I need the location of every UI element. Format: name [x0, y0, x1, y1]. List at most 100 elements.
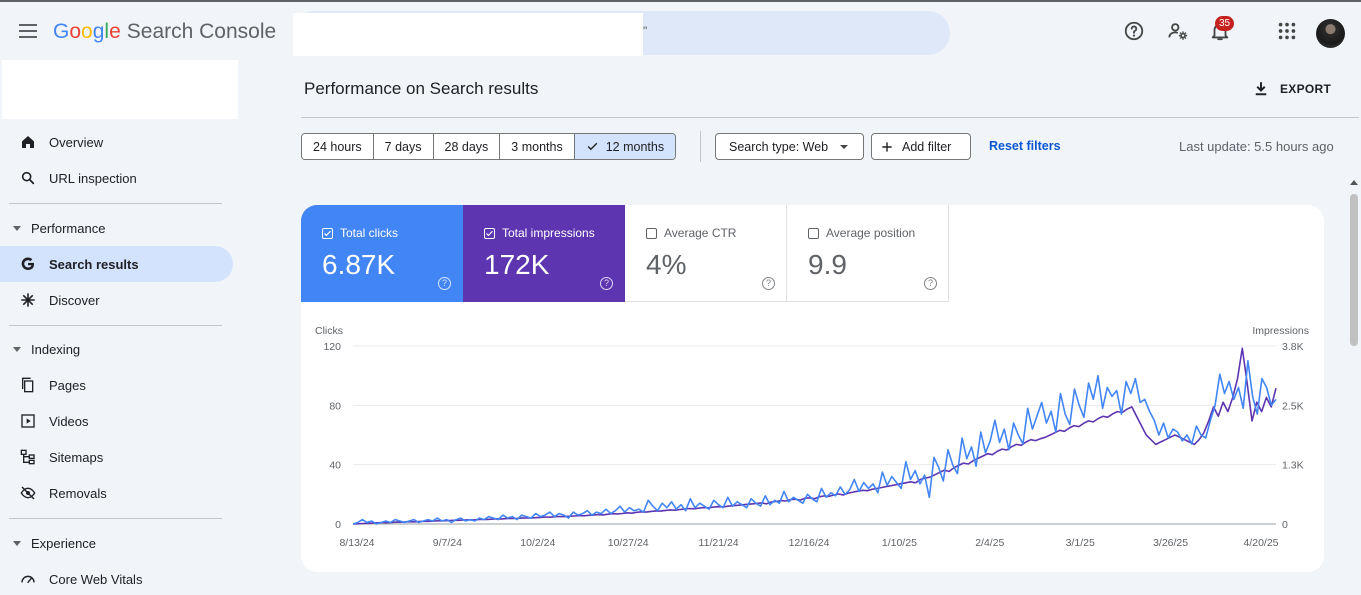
sidebar-item-label: Pages: [49, 377, 86, 393]
asterisk-icon: [19, 291, 37, 309]
range-3-months[interactable]: 3 months: [500, 134, 575, 159]
help-icon[interactable]: ?: [762, 277, 775, 290]
x-axis-tick-label: 10/27/24: [608, 537, 649, 549]
x-axis-tick-label: 9/7/24: [433, 537, 462, 549]
sitemap-icon: [19, 448, 37, 466]
left-axis-ticks: 120 80 40 0: [323, 341, 341, 531]
speed-icon: [19, 570, 37, 588]
sidebar-item-url-inspection[interactable]: URL inspection: [0, 160, 233, 196]
scrollbar-thumb[interactable]: [1350, 194, 1358, 346]
range-28-days[interactable]: 28 days: [433, 134, 501, 159]
sidebar-item-label: Discover: [49, 292, 100, 308]
main-menu-icon[interactable]: [16, 20, 40, 44]
download-icon: [1255, 82, 1267, 96]
left-axis-tick-label: 40: [329, 460, 341, 472]
metric-value: 6.87K: [322, 249, 396, 280]
checkbox-checked-icon[interactable]: [484, 227, 495, 239]
sidebar-divider: [9, 325, 222, 326]
export-button[interactable]: EXPORT: [1252, 76, 1331, 102]
x-axis-tick-label: 4/20/25: [1243, 537, 1278, 549]
x-axis-tick-label: 8/13/24: [339, 537, 374, 549]
x-axis-tick-label: 2/4/25: [975, 537, 1004, 549]
range-label: 12 months: [605, 139, 665, 154]
sidebar-item-label: Core Web Vitals: [49, 571, 143, 587]
metric-total-clicks[interactable]: Total clicks 6.87K ?: [301, 205, 463, 302]
metric-label: Total clicks: [340, 226, 399, 240]
sidebar-item-videos[interactable]: Videos: [0, 403, 233, 439]
checkbox-unchecked-icon[interactable]: [646, 227, 657, 239]
help-icon[interactable]: ?: [924, 277, 937, 290]
sidebar-item-removals[interactable]: Removals: [0, 475, 233, 511]
right-axis-tick-label: 0: [1282, 519, 1288, 531]
sidebar-item-search-results[interactable]: Search results: [0, 246, 233, 282]
scroll-up-arrow-icon[interactable]: [1350, 180, 1358, 185]
series-line-clicks[interactable]: [352, 359, 1277, 525]
x-axis-tick-label: 3/1/25: [1066, 537, 1095, 549]
x-axis-tick-label: 3/26/25: [1153, 537, 1188, 549]
metric-label: Total impressions: [502, 226, 595, 240]
metric-average-position[interactable]: Average position 9.9 ?: [787, 205, 949, 302]
search-type-dropdown[interactable]: Search type: Web: [715, 133, 864, 160]
metric-total-impressions[interactable]: Total impressions 172K ?: [463, 205, 625, 302]
metric-label: Average CTR: [664, 226, 737, 240]
date-range-selector: 24 hours 7 days 28 days 3 months 12 mont…: [301, 133, 677, 160]
caret-down-icon: [13, 540, 21, 546]
home-icon: [19, 133, 37, 151]
video-icon: [19, 412, 37, 430]
eye-off-icon: [19, 484, 37, 502]
add-filter-button[interactable]: Add filter: [871, 133, 971, 160]
checkbox-checked-icon[interactable]: [322, 227, 333, 239]
left-axis-tick-label: 120: [323, 341, 341, 353]
metric-average-ctr[interactable]: Average CTR 4% ?: [625, 205, 787, 302]
pages-icon: [19, 376, 37, 394]
series-line-impressions[interactable]: [352, 347, 1277, 525]
add-filter-label: Add filter: [902, 139, 952, 154]
top-app-bar: Google Search Console " 35: [0, 0, 1361, 64]
x-axis-tick-label: 10/2/24: [520, 537, 555, 549]
performance-chart[interactable]: 120 80 40 0 3.8K 2.5K 1.3K 0 8/13/24 9/7/24 10/2…: [301, 317, 1324, 567]
settings-user-icon[interactable]: [1167, 20, 1191, 44]
caret-down-icon: [13, 225, 21, 231]
property-selector[interactable]: [2, 60, 238, 119]
right-axis-tick-label: 1.3K: [1282, 460, 1304, 472]
sidebar-item-label: URL inspection: [49, 170, 137, 186]
sidebar-item-label: Search results: [49, 256, 139, 272]
help-icon[interactable]: ?: [600, 277, 613, 290]
sidebar-item-overview[interactable]: Overview: [0, 124, 233, 160]
account-avatar[interactable]: [1316, 19, 1345, 48]
help-icon[interactable]: [1123, 20, 1147, 44]
sidebar-item-label: Removals: [49, 485, 107, 501]
sidebar-item-core-web-vitals[interactable]: Core Web Vitals: [0, 561, 233, 595]
sidebar-section-performance[interactable]: Performance: [0, 212, 233, 244]
x-axis-tick-label: 1/10/25: [882, 537, 917, 549]
search-query-fragment: ": [643, 24, 648, 38]
range-7-days[interactable]: 7 days: [373, 134, 434, 159]
google-search-console-logo[interactable]: Google Search Console: [53, 20, 277, 43]
sidebar-item-label: Overview: [49, 134, 104, 150]
page-scrollbar[interactable]: [1347, 178, 1361, 595]
right-axis-ticks: 3.8K 2.5K 1.3K 0: [1282, 341, 1304, 531]
metric-value: 172K: [484, 249, 550, 280]
sidebar-item-pages[interactable]: Pages: [0, 367, 233, 403]
x-axis-tick-label: 11/21/24: [699, 537, 739, 549]
inspect-url-search-bar[interactable]: ": [293, 11, 950, 56]
help-icon[interactable]: ?: [438, 277, 451, 290]
x-axis-tick-label: 12/16/24: [789, 537, 830, 549]
sidebar-section-experience[interactable]: Experience: [0, 527, 233, 559]
sidebar-section-indexing[interactable]: Indexing: [0, 333, 233, 365]
range-label: 24 hours: [313, 139, 362, 154]
sidebar-item-sitemaps[interactable]: Sitemaps: [0, 439, 233, 475]
reset-filters-link[interactable]: Reset filters: [989, 139, 1061, 153]
sidebar-divider: [9, 203, 222, 204]
chart-series: [352, 347, 1277, 525]
apps-grid-icon[interactable]: [1276, 20, 1300, 44]
performance-chart-svg[interactable]: 120 80 40 0 3.8K 2.5K 1.3K 0 8/13/24 9/7/24 10/2…: [301, 317, 1324, 567]
redacted-search-text: [293, 13, 643, 56]
sidebar-item-discover[interactable]: Discover: [0, 282, 233, 318]
range-12-months[interactable]: 12 months: [574, 134, 676, 159]
checkbox-unchecked-icon[interactable]: [808, 227, 819, 239]
range-label: 3 months: [511, 139, 563, 154]
range-24-hours[interactable]: 24 hours: [302, 134, 374, 159]
sidebar-item-label: Sitemaps: [49, 449, 104, 465]
header-divider: [301, 117, 1359, 118]
